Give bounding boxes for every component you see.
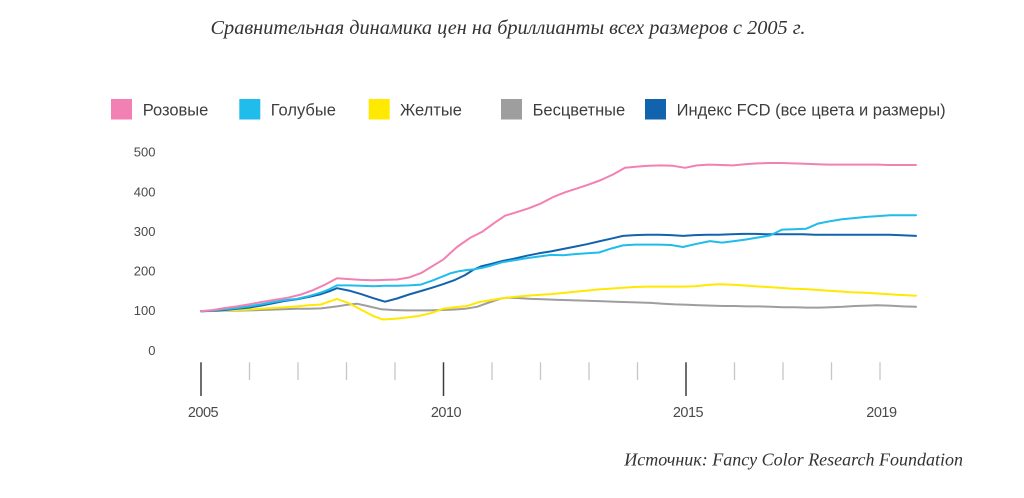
svg-text:Сравнительная динамика цен на: Сравнительная динамика цен на бриллианты…: [211, 17, 806, 39]
svg-text:0: 0: [148, 343, 155, 358]
svg-text:Желтые: Желтые: [400, 102, 462, 120]
svg-text:200: 200: [134, 264, 156, 279]
svg-text:Бесцветные: Бесцветные: [533, 102, 626, 120]
svg-text:Источник: Fancy Color Research: Источник: Fancy Color Research Foundatio…: [623, 450, 963, 470]
svg-text:100: 100: [134, 303, 156, 318]
svg-text:Голубые: Голубые: [271, 102, 336, 120]
svg-text:2019: 2019: [866, 405, 897, 421]
svg-text:500: 500: [134, 145, 156, 160]
svg-text:300: 300: [134, 224, 156, 239]
svg-text:400: 400: [134, 184, 156, 199]
svg-text:2010: 2010: [431, 405, 462, 421]
svg-text:Розовые: Розовые: [143, 102, 209, 120]
svg-text:2005: 2005: [188, 405, 219, 421]
svg-text:2015: 2015: [673, 405, 704, 421]
svg-text:Индекс FCD (все цвета и размер: Индекс FCD (все цвета и размеры): [677, 102, 946, 120]
